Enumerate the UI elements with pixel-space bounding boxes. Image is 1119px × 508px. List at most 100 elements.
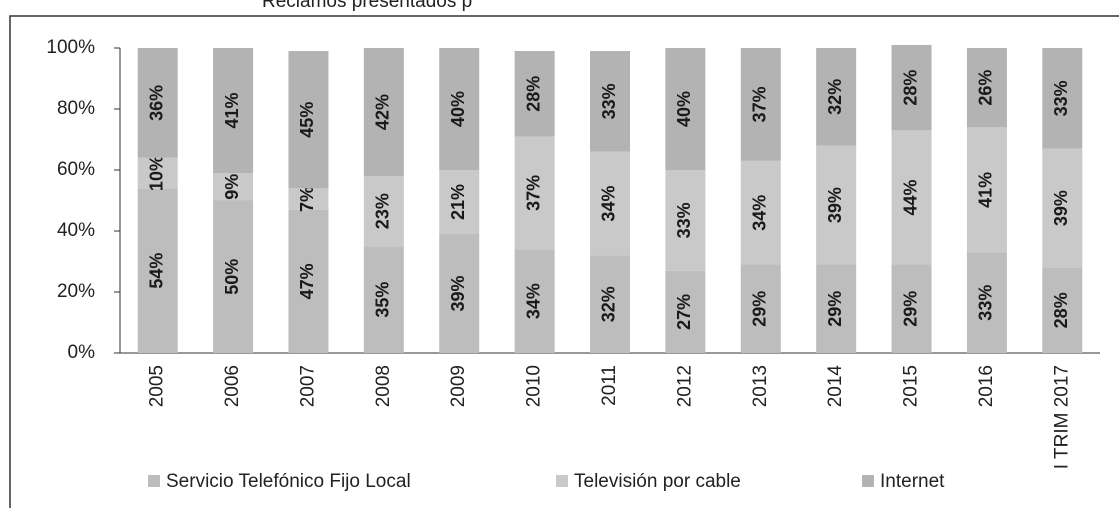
value-label: 33% xyxy=(1051,80,1071,116)
bar-segment xyxy=(363,176,404,247)
bar-segment xyxy=(891,264,932,353)
chart-frame xyxy=(9,15,1119,508)
value-label: 34% xyxy=(599,186,619,222)
value-label: 42% xyxy=(373,94,393,130)
value-label: 40% xyxy=(674,91,694,127)
value-label: 28% xyxy=(900,70,920,106)
bar-segment xyxy=(213,200,254,353)
bar-segment xyxy=(891,44,932,131)
value-label: 41% xyxy=(222,93,242,129)
x-tick-label: I TRIM 2017 xyxy=(1051,365,1072,469)
value-label: 39% xyxy=(825,187,845,223)
value-label: 21% xyxy=(448,184,468,220)
bar-segment xyxy=(740,160,781,265)
value-label: 26% xyxy=(976,70,996,106)
bar-segment xyxy=(137,188,178,353)
y-tick-label: 0% xyxy=(68,342,96,363)
value-label: 33% xyxy=(674,202,694,238)
bar-segment xyxy=(966,252,1007,353)
legend-swatch xyxy=(862,475,874,487)
bar-segment xyxy=(213,48,254,174)
bar-segment xyxy=(665,170,706,271)
value-label: 41% xyxy=(976,172,996,208)
x-tick-label: 2013 xyxy=(750,365,771,407)
chart-title: Reclamos presentados p xyxy=(262,0,472,12)
value-label: 45% xyxy=(297,102,317,138)
legend-swatch xyxy=(148,475,160,487)
bar-segment xyxy=(288,209,329,353)
y-tick-label: 20% xyxy=(57,281,95,302)
bar-segment xyxy=(1042,48,1083,149)
x-tick-label: 2016 xyxy=(976,365,997,407)
value-label: 35% xyxy=(373,282,393,318)
value-label: 34% xyxy=(523,283,543,319)
value-label: 23% xyxy=(373,193,393,229)
bar-segment xyxy=(363,48,404,177)
bar-segment xyxy=(590,51,630,152)
value-label: 50% xyxy=(222,259,242,295)
bar-segment xyxy=(514,51,555,137)
bar-segment xyxy=(891,130,932,265)
bar-segment xyxy=(816,48,857,146)
x-tick-label: 2011 xyxy=(599,365,620,406)
value-label: 39% xyxy=(448,276,468,312)
y-tick-label: 40% xyxy=(57,220,95,241)
bar-segment xyxy=(213,173,254,201)
value-label: 27% xyxy=(674,294,694,330)
value-label: 32% xyxy=(599,286,619,322)
value-label: 34% xyxy=(750,195,770,231)
legend-label: Televisión por cable xyxy=(574,471,741,492)
value-label: 7% xyxy=(297,186,317,212)
bar-segment xyxy=(1042,267,1083,353)
value-label: 40% xyxy=(448,91,468,127)
bar-segment xyxy=(740,264,781,353)
bar-segment xyxy=(816,145,857,265)
bar-segment xyxy=(288,188,329,210)
value-label: 33% xyxy=(599,83,619,119)
value-label: 9% xyxy=(222,174,242,200)
bar-segment xyxy=(590,151,630,256)
bar-segment xyxy=(514,136,555,250)
value-label: 54% xyxy=(146,253,166,289)
x-tick-label: 2006 xyxy=(222,365,243,407)
value-label: 36% xyxy=(146,85,166,121)
x-tick-label: 2014 xyxy=(825,365,846,408)
value-label: 32% xyxy=(825,79,845,115)
x-tick-label: 2007 xyxy=(297,365,318,407)
bar-segment xyxy=(439,234,480,353)
bar-segment xyxy=(137,157,178,189)
x-tick-label: 2009 xyxy=(448,365,469,407)
bar-segment xyxy=(665,270,706,353)
bar-segment xyxy=(966,48,1007,128)
x-tick-label: 2012 xyxy=(674,365,695,407)
x-tick-label: 2008 xyxy=(373,365,394,407)
legend-swatch xyxy=(556,475,568,487)
bar-segment xyxy=(514,249,555,353)
bar-segment xyxy=(439,48,480,170)
value-label: 10% xyxy=(146,155,166,191)
value-label: 33% xyxy=(976,285,996,321)
value-label: 29% xyxy=(750,291,770,327)
value-label: 28% xyxy=(1051,292,1071,328)
y-tick-label: 60% xyxy=(57,159,95,180)
value-label: 37% xyxy=(750,86,770,122)
bar-segment xyxy=(1042,148,1083,268)
bar-segment xyxy=(665,48,706,170)
value-label: 44% xyxy=(900,179,920,215)
value-label: 37% xyxy=(523,175,543,211)
bar-segment xyxy=(363,246,404,353)
legend-label: Internet xyxy=(880,471,945,492)
value-label: 29% xyxy=(900,291,920,327)
value-label: 29% xyxy=(825,291,845,327)
bar-segment xyxy=(439,170,480,235)
legend-label: Servicio Telefónico Fijo Local xyxy=(166,471,411,492)
y-tick-label: 100% xyxy=(46,37,95,58)
x-tick-label: 2010 xyxy=(524,365,545,407)
y-tick-label: 80% xyxy=(57,98,95,119)
bar-segment xyxy=(288,51,329,189)
bar-segment xyxy=(137,48,178,158)
bar-segment xyxy=(590,255,630,353)
x-tick-label: 2015 xyxy=(901,365,922,407)
